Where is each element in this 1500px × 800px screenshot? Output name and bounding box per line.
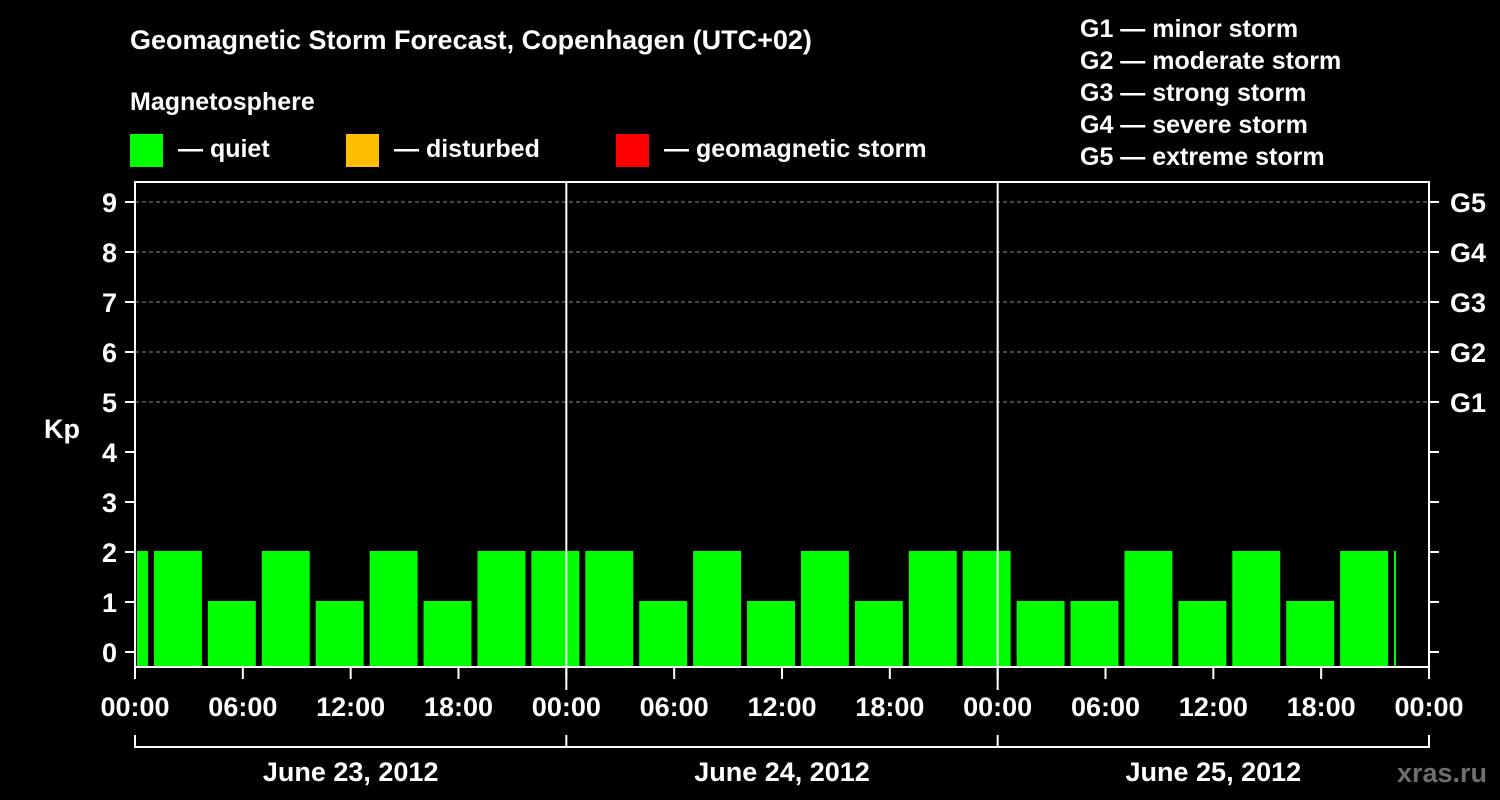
storm-scale-item-1: G1 — minor storm [1080, 15, 1298, 43]
y-tick-label-3: 3 [102, 488, 117, 518]
y-tick-label-2: 2 [102, 538, 117, 568]
kp-bar-24 [1340, 551, 1389, 667]
kp-bar-8 [477, 551, 526, 667]
kp-bar-25 [1394, 551, 1397, 667]
kp-bar-20 [1124, 551, 1173, 667]
kp-bar-5 [315, 601, 364, 667]
day-label-1: June 23, 2012 [263, 757, 439, 787]
right-axis-label-g4: G4 [1450, 238, 1486, 268]
kp-bar-6 [369, 551, 418, 667]
x-tick-label-7: 12:00 [747, 692, 816, 722]
y-tick-label-7: 7 [102, 288, 117, 318]
x-tick-label-6: 06:00 [640, 692, 709, 722]
storm-scale-legend: G1 — minor storm G2 — moderate storm G3 — … [1080, 15, 1341, 171]
x-tick-label-11: 12:00 [1179, 692, 1248, 722]
x-tick-label-4: 18:00 [424, 692, 493, 722]
kp-bar-23 [1286, 601, 1335, 667]
storm-scale-item-4: G4 — severe storm [1080, 111, 1308, 139]
right-axis-label-g3: G3 [1450, 288, 1486, 318]
kp-bar-13 [747, 601, 795, 667]
day-label-2: June 24, 2012 [694, 757, 870, 787]
kp-bar-18 [1016, 601, 1065, 667]
legend-swatch-2 [346, 134, 379, 167]
storm-scale-item-5: G5 — extreme storm [1080, 143, 1325, 171]
kp-bar-15 [854, 601, 903, 667]
day-label-3: June 25, 2012 [1126, 757, 1302, 787]
legend-heading: Magnetosphere [130, 88, 315, 116]
kp-bar-11 [639, 601, 688, 667]
x-tick-label-9: 00:00 [963, 692, 1032, 722]
y-tick-label-1: 1 [102, 588, 117, 618]
y-tick-label-5: 5 [102, 388, 117, 418]
y-tick-label-4: 4 [102, 438, 117, 468]
kp-bar-19 [1070, 601, 1119, 667]
kp-bar-2 [153, 551, 202, 667]
kp-bar-17 [962, 551, 1011, 667]
y-axis-label: Kp [44, 414, 80, 444]
kp-bar-16 [908, 551, 957, 667]
kp-bar-14 [800, 551, 849, 667]
legend-label-1: — quiet [178, 135, 270, 163]
right-axis-label-g2: G2 [1450, 338, 1486, 368]
legend-label-3: — geomagnetic storm [664, 135, 927, 163]
right-axis-label-g5: G5 [1450, 188, 1486, 218]
plot-area: 0 1 2 3 4 5 6 7 8 9 G1 G2 G3 G4 G5 00:00 06:00 12:00 18:00… [100, 181, 1486, 787]
kp-bar-1 [137, 551, 148, 667]
kp-bar-4 [261, 551, 310, 667]
kp-bar-7 [423, 601, 472, 667]
legend-label-2: — disturbed [394, 135, 540, 163]
x-tick-label-13: 00:00 [1394, 692, 1463, 722]
y-tick-label-9: 9 [102, 188, 117, 218]
kp-bar-22 [1232, 551, 1281, 667]
x-tick-label-10: 06:00 [1071, 692, 1140, 722]
kp-bar-10 [585, 551, 634, 667]
kp-bar-21 [1178, 601, 1227, 667]
x-tick-label-8: 18:00 [855, 692, 924, 722]
storm-scale-item-2: G2 — moderate storm [1080, 47, 1341, 75]
chart-title: Geomagnetic Storm Forecast, Copenhagen (… [130, 25, 812, 55]
x-tick-label-2: 06:00 [208, 692, 277, 722]
storm-scale-item-3: G3 — strong storm [1080, 79, 1306, 107]
x-tick-label-12: 18:00 [1287, 692, 1356, 722]
kp-bar-12 [693, 551, 742, 667]
y-tick-label-8: 8 [102, 238, 117, 268]
legend-swatch-3 [616, 134, 649, 167]
x-tick-label-1: 00:00 [100, 692, 169, 722]
kp-bar-3 [207, 601, 256, 667]
watermark: xras.ru [1397, 758, 1487, 788]
x-tick-label-3: 12:00 [316, 692, 385, 722]
x-tick-label-5: 00:00 [532, 692, 601, 722]
legend-swatch-1 [130, 134, 163, 167]
kp-bar-9 [531, 551, 580, 667]
y-tick-label-0: 0 [102, 638, 117, 668]
right-axis-label-g1: G1 [1450, 388, 1486, 418]
legend: — quiet — disturbed — geomagnetic storm [130, 134, 927, 167]
y-tick-label-6: 6 [102, 338, 117, 368]
